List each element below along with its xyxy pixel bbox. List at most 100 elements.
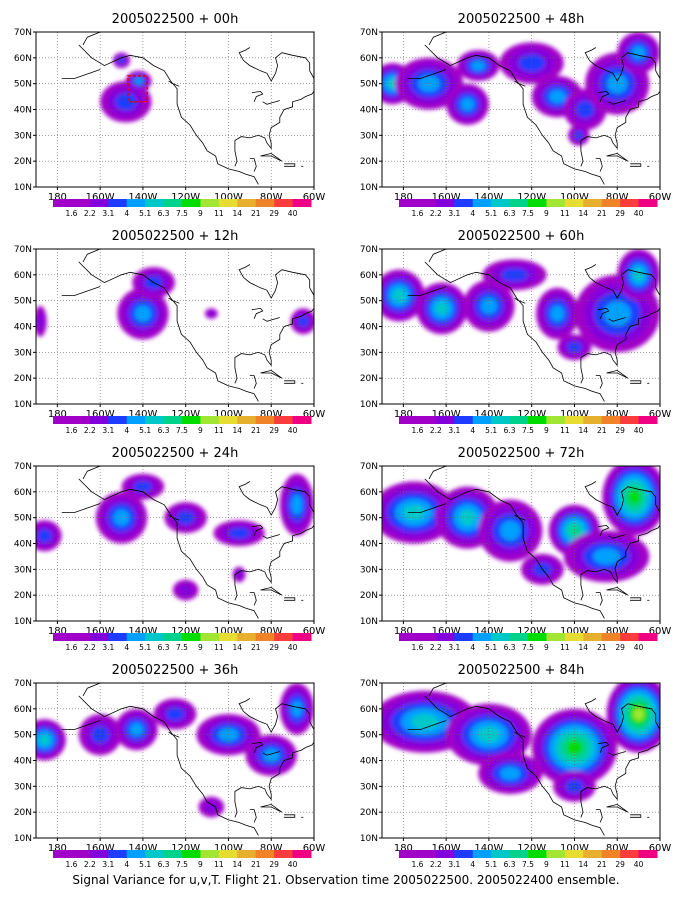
colorbar-swatch <box>620 850 640 858</box>
lat-tick-label: 10N <box>360 400 378 410</box>
lat-tick-label: 20N <box>14 374 32 384</box>
variance-level <box>480 297 498 315</box>
lon-tick-label: 80W <box>606 843 629 854</box>
lat-tick-label: 20N <box>360 374 378 384</box>
panel-72h: 2005022500 + 72h 10N 20N 30N 40N 50N 60N 70N 180… <box>360 446 672 652</box>
colorbar-label: 9 <box>544 426 549 435</box>
coastline <box>168 731 180 738</box>
colorbar-swatch <box>491 199 511 207</box>
variance-blob <box>617 249 660 301</box>
colorbar-label: 1.6 <box>411 643 423 652</box>
colorbar-label: 4 <box>124 426 129 435</box>
colorbar-swatch <box>583 850 603 858</box>
coastline <box>82 249 101 263</box>
panel-title: 2005022500 + 00h <box>112 12 239 27</box>
colorbar-label: 3.1 <box>448 643 460 652</box>
lon-tick-label: 140W <box>128 843 157 854</box>
colorbar-label: 21 <box>597 209 607 218</box>
coastline <box>606 586 629 596</box>
lat-tick-label: 10N <box>14 400 32 410</box>
colorbar-swatch <box>108 199 128 207</box>
colorbar-swatch <box>638 850 658 858</box>
colorbar-swatch <box>163 850 183 858</box>
colorbar-swatch <box>435 416 455 424</box>
variance-blob <box>568 124 590 146</box>
colorbar-swatch <box>564 416 584 424</box>
colorbar-label: 6.3 <box>158 209 170 218</box>
lon-tick-label: 120W <box>171 409 200 420</box>
coastline <box>584 47 660 82</box>
colorbar-label: 4 <box>124 643 129 652</box>
coastline <box>168 297 180 304</box>
coastline <box>595 158 603 172</box>
colorbar: 1.6 2.2 3.1 4 5.1 6.3 7.5 9 11 14 21 29 40 <box>53 199 312 218</box>
colorbar-label: 21 <box>597 643 607 652</box>
colorbar-label: 11 <box>214 426 224 435</box>
colorbar-label: 1.6 <box>65 426 77 435</box>
lat-tick-label: 40N <box>14 323 32 333</box>
colorbar-label: 1.6 <box>411 860 423 869</box>
lon-tick-label: 100W <box>214 843 243 854</box>
coastline <box>584 481 660 516</box>
colorbar-swatch <box>472 633 492 641</box>
variance-shading <box>382 466 660 585</box>
variance-blob <box>198 796 225 818</box>
coastline <box>514 297 526 304</box>
lon-tick-label: 60W <box>649 192 672 203</box>
coastline <box>597 524 610 536</box>
coastline <box>262 100 280 105</box>
colorbar-label: 21 <box>597 426 607 435</box>
lat-tick-label: 60N <box>14 271 32 281</box>
colorbar-label: 5.1 <box>485 643 497 652</box>
colorbar-label: 5.1 <box>485 860 497 869</box>
lon-tick-label: 80W <box>260 843 283 854</box>
colorbar-label: 2.2 <box>430 643 442 652</box>
lat-tick-label: 20N <box>14 591 32 601</box>
variance-level <box>574 131 584 140</box>
colorbar-swatch <box>491 416 511 424</box>
coastline <box>428 32 447 46</box>
lat-tick-label: 40N <box>360 757 378 767</box>
lat-tick-label: 30N <box>14 131 32 141</box>
variance-blob <box>117 287 169 340</box>
variance-level <box>392 288 406 303</box>
coastline <box>407 720 447 730</box>
colorbar-swatch <box>601 633 621 641</box>
lat-tick-label: 40N <box>360 106 378 116</box>
coastline <box>608 751 626 756</box>
variance-level <box>134 481 152 492</box>
coastline <box>262 317 280 322</box>
panel-0h: 2005022500 + 00h 10N 20N 30N 40N 50N 60N 70N 180… <box>14 12 326 218</box>
variance-level <box>633 707 644 721</box>
variance-blob <box>121 473 165 500</box>
colorbar-label: 11 <box>214 643 224 652</box>
lon-tick-label: 80W <box>260 626 283 637</box>
variance-level <box>418 75 440 92</box>
variance-blob <box>602 466 660 536</box>
colorbar-label: 40 <box>288 426 298 435</box>
variance-level <box>567 341 582 353</box>
variance-blob <box>463 280 515 332</box>
lat-tick-label: 60N <box>14 705 32 715</box>
colorbar-swatch <box>163 416 183 424</box>
colorbar-swatch <box>126 199 146 207</box>
colorbar-swatch <box>108 416 128 424</box>
panel-12h: 2005022500 + 12h 10N 20N 30N 40N 50N 60N 70N 180… <box>14 229 326 435</box>
lat-tick-label: 10N <box>14 183 32 193</box>
variance-blob <box>213 520 265 547</box>
coastline <box>238 264 314 299</box>
lon-tick-label: 140W <box>474 409 503 420</box>
colorbar-swatch <box>200 633 220 641</box>
colorbar-swatch <box>53 633 72 641</box>
colorbar-label: 11 <box>560 860 570 869</box>
variance-level <box>207 310 216 317</box>
lon-tick-label: 100W <box>560 409 589 420</box>
coastline <box>238 481 314 516</box>
variance-level <box>291 700 303 718</box>
figure-caption: Signal Variance for u,v,T. Flight 21. Ob… <box>72 873 619 887</box>
coastlines <box>407 466 660 619</box>
colorbar-swatch <box>399 850 418 858</box>
colorbar-label: 3.1 <box>448 426 460 435</box>
target-region <box>127 75 148 103</box>
panel-36h: 2005022500 + 36h 10N 20N 30N 40N 50N 60N 70N 180… <box>14 663 326 869</box>
